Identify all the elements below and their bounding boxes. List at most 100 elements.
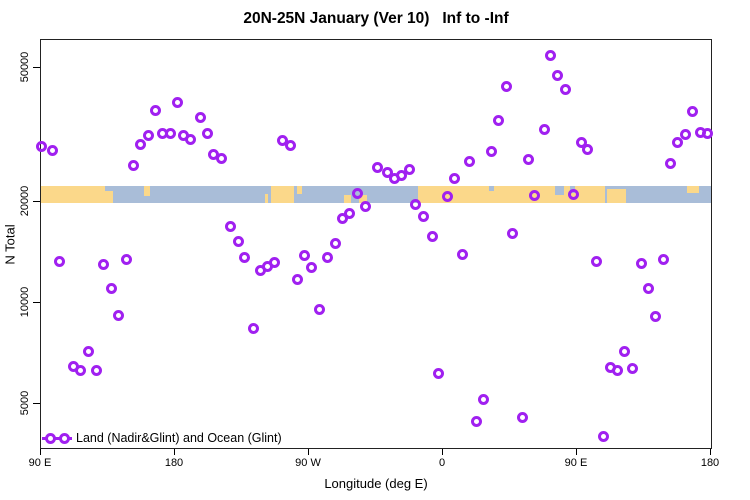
data-point	[372, 161, 384, 173]
data-point	[216, 152, 228, 164]
x-tick-label: 90 W	[295, 457, 321, 469]
chart-title: 20N-25N January (Ver 10) Inf to -Inf	[243, 10, 509, 27]
data-point	[448, 172, 460, 184]
data-point	[522, 153, 534, 165]
land-segment	[143, 186, 150, 197]
land-segment	[607, 188, 627, 203]
data-point	[635, 257, 647, 269]
data-point	[545, 49, 557, 61]
x-tick-label: 90 E	[564, 457, 588, 469]
x-axis-tick	[442, 449, 443, 455]
x-axis-tick	[308, 449, 309, 455]
data-point	[164, 127, 176, 139]
data-point	[672, 137, 684, 149]
data-point	[46, 144, 58, 156]
data-point	[404, 163, 416, 175]
data-point	[194, 112, 206, 124]
land-segment	[265, 193, 269, 203]
legend: Land (Nadir&Glint) and Ocean (Glint)	[41, 430, 371, 446]
data-point	[105, 283, 117, 295]
data-point	[471, 415, 483, 427]
data-point	[142, 129, 154, 141]
y-axis-tick	[33, 301, 40, 303]
x-axis-tick	[174, 449, 175, 455]
y-tick-label: 5000	[19, 390, 31, 416]
data-point	[657, 253, 669, 265]
data-point	[337, 213, 348, 225]
legend-line-symbol	[42, 436, 72, 440]
data-point	[590, 255, 602, 267]
data-point	[568, 189, 580, 201]
land-segment	[41, 186, 113, 203]
data-point	[359, 200, 371, 212]
x-axis-tick	[40, 449, 41, 455]
y-axis-tick	[33, 67, 40, 68]
legend-point-icon	[44, 432, 56, 444]
data-point	[517, 411, 529, 423]
data-point	[82, 345, 94, 357]
data-point	[343, 208, 355, 220]
data-point	[456, 248, 468, 260]
data-point	[292, 273, 304, 285]
data-point	[185, 133, 197, 145]
data-point	[650, 311, 662, 323]
data-point	[53, 255, 65, 267]
data-point	[581, 144, 593, 156]
data-point	[239, 252, 251, 264]
ocean-notch	[104, 186, 113, 192]
land-segment	[687, 186, 699, 193]
ocean-notch	[555, 186, 565, 195]
data-point	[539, 124, 551, 136]
data-point	[127, 159, 139, 171]
data-point	[91, 364, 103, 376]
x-axis-tick	[710, 449, 711, 455]
data-point	[627, 363, 639, 375]
y-tick-label: 10000	[19, 286, 31, 318]
y-axis-tick	[33, 403, 40, 404]
x-tick-label: 90 E	[28, 457, 52, 469]
data-point	[642, 282, 654, 294]
data-point	[247, 322, 259, 334]
data-point	[493, 115, 505, 127]
land-segment	[271, 186, 295, 203]
data-point	[664, 157, 676, 169]
data-point	[507, 227, 519, 239]
data-point	[381, 166, 393, 178]
data-point	[35, 141, 47, 153]
data-point	[619, 345, 631, 357]
data-point	[134, 139, 146, 150]
data-point	[560, 84, 572, 96]
data-point	[97, 259, 109, 271]
data-point	[201, 127, 213, 139]
data-point	[113, 310, 125, 322]
data-point	[702, 127, 714, 139]
land-segment	[297, 186, 303, 194]
legend-label: Land (Nadir&Glint) and Ocean (Glint)	[76, 431, 282, 445]
x-tick-label: 180	[164, 457, 184, 469]
data-point	[501, 81, 513, 93]
data-point	[463, 155, 475, 167]
y-axis-title: N Total	[2, 224, 18, 265]
data-point	[306, 262, 318, 274]
x-tick-label: 180	[700, 457, 720, 469]
data-point	[410, 198, 422, 210]
data-point	[75, 364, 87, 376]
legend-point-icon	[58, 432, 70, 444]
data-point	[314, 303, 326, 315]
x-axis-title: Longitude (deg E)	[324, 476, 428, 491]
x-tick-label: 0	[438, 457, 446, 469]
land-segment	[344, 194, 352, 203]
data-point	[426, 230, 438, 242]
data-point	[277, 134, 289, 146]
data-point	[441, 191, 453, 203]
data-point	[172, 97, 184, 109]
y-axis-tick	[33, 200, 40, 202]
data-point	[321, 252, 333, 264]
data-point	[120, 253, 132, 265]
data-point	[233, 236, 245, 248]
land-segment	[359, 194, 368, 203]
ocean-notch	[488, 186, 494, 192]
y-tick-label: 20000	[19, 185, 31, 216]
data-point	[396, 170, 408, 182]
